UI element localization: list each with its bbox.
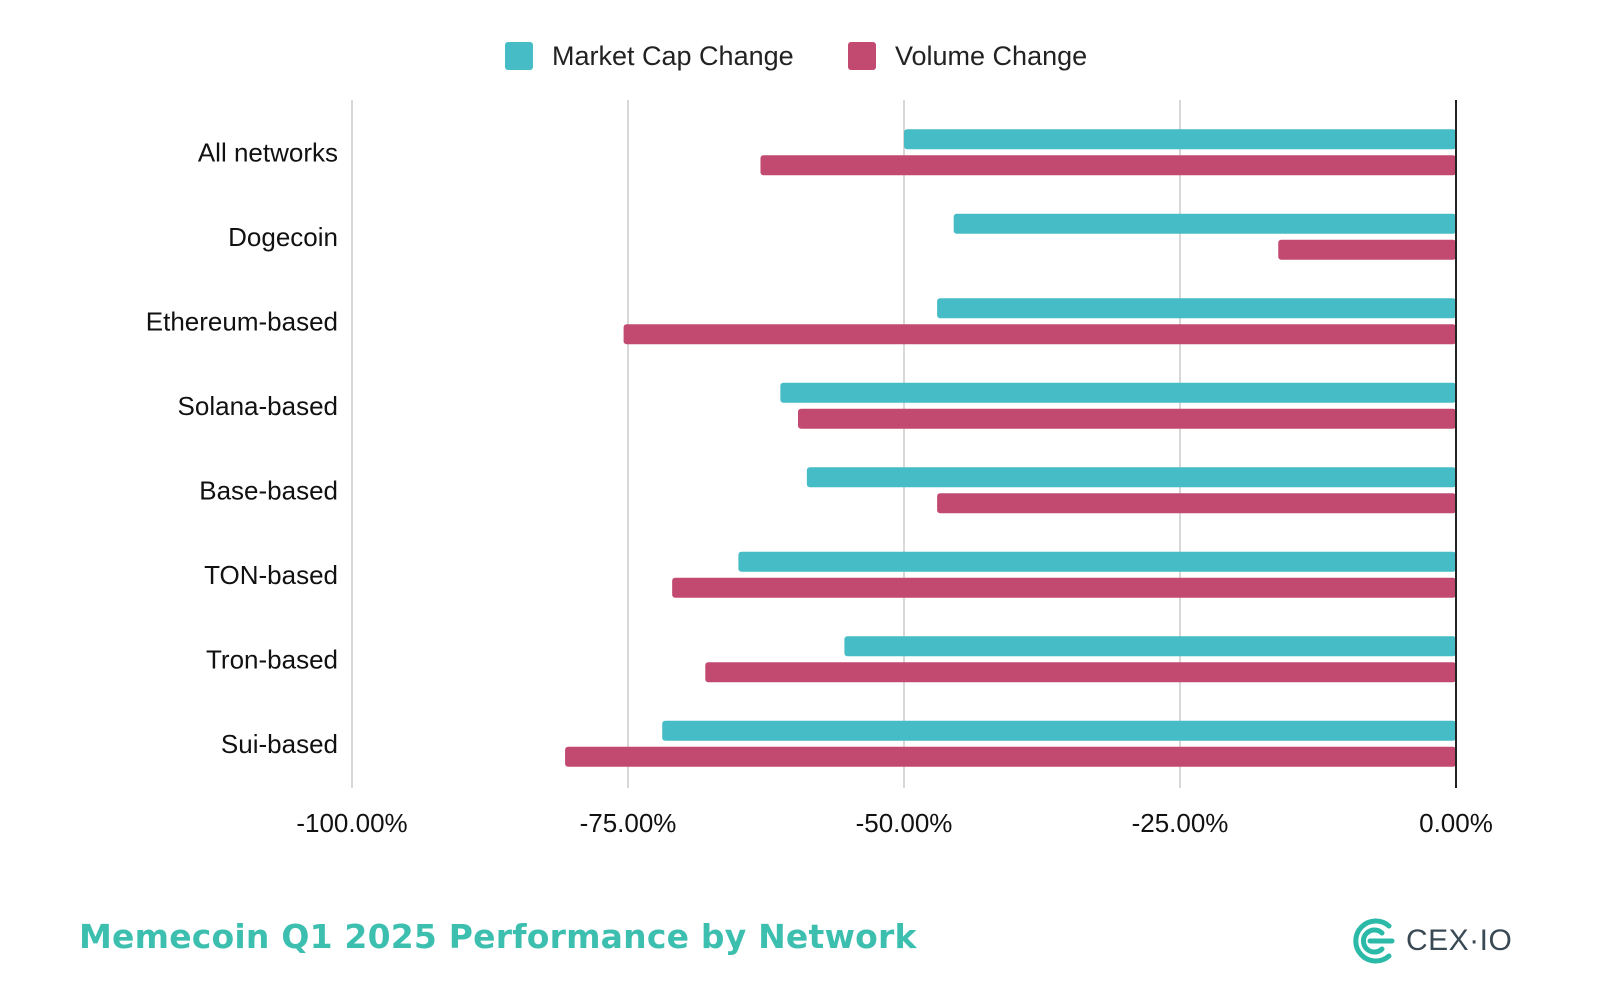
- x-tick-label: -100.00%: [296, 808, 407, 838]
- category-label: All networks: [198, 137, 338, 167]
- category-label: Solana-based: [178, 391, 338, 421]
- x-tick-label: 0.00%: [1419, 808, 1493, 838]
- bars: [565, 129, 1456, 767]
- brand-logo: CEX·IO: [1348, 916, 1512, 966]
- bar-market-cap-change: [806, 467, 1456, 488]
- category-label: Dogecoin: [228, 222, 338, 252]
- bar-volume-change: [565, 746, 1456, 767]
- bar-volume-change: [623, 324, 1456, 345]
- bar-volume-change: [1278, 239, 1456, 260]
- bar-market-cap-change: [662, 720, 1456, 741]
- bar-market-cap-change: [953, 213, 1456, 234]
- bar-market-cap-change: [937, 298, 1456, 319]
- x-tick-label: -50.00%: [856, 808, 953, 838]
- legend: Market Cap Change Volume Change: [505, 41, 1087, 71]
- bar-volume-change: [705, 662, 1456, 683]
- bar-volume-change: [937, 493, 1456, 514]
- legend-label: Market Cap Change: [552, 41, 794, 71]
- bar-volume-change: [798, 408, 1456, 429]
- legend-label: Volume Change: [895, 41, 1087, 71]
- legend-swatch: [848, 42, 876, 70]
- bar-market-cap-change: [780, 382, 1456, 403]
- category-label: TON-based: [204, 560, 338, 590]
- category-label: Ethereum-based: [146, 306, 338, 336]
- bar-market-cap-change: [904, 129, 1456, 150]
- category-labels: All networks Dogecoin Ethereum-based Solana…: [146, 137, 338, 759]
- bar-volume-change: [760, 155, 1456, 176]
- legend-swatch: [505, 42, 533, 70]
- bar-market-cap-change: [738, 551, 1456, 572]
- bar-market-cap-change: [844, 636, 1456, 657]
- cex-io-logo-icon: [1353, 918, 1395, 964]
- brand-name: CEX·IO: [1406, 924, 1513, 957]
- x-tick-label: -25.00%: [1132, 808, 1229, 838]
- chart-title: Memecoin Q1 2025 Performance by Network: [79, 917, 917, 956]
- chart: Market Cap Change Volume Change All netwo…: [146, 41, 1493, 838]
- category-label: Tron-based: [206, 644, 338, 674]
- gridlines: [351, 100, 1181, 788]
- x-tick-label: -75.00%: [580, 808, 677, 838]
- bar-volume-change: [672, 577, 1456, 598]
- x-tick-labels: -100.00% -75.00% -50.00% -25.00% 0.00%: [296, 808, 1493, 838]
- category-label: Base-based: [199, 475, 338, 505]
- category-label: Sui-based: [221, 729, 338, 759]
